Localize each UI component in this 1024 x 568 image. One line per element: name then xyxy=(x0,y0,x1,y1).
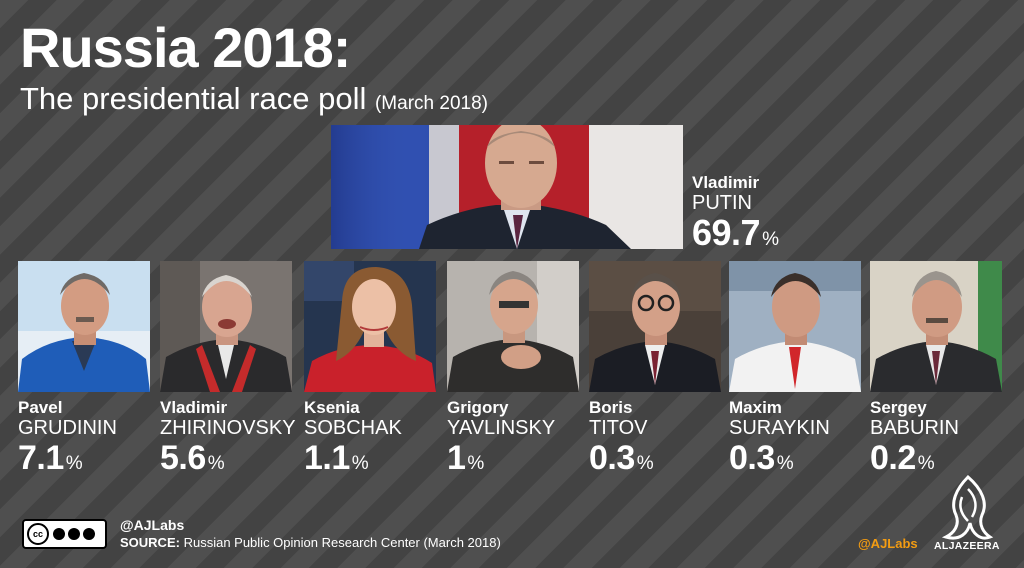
candidate-photo xyxy=(160,261,292,392)
leader-last-name: PUTIN xyxy=(692,192,752,214)
candidate-percentage: 0.3% xyxy=(589,439,721,483)
candidate-photo xyxy=(589,261,721,392)
candidate-info: Boris TITOV 0.3% xyxy=(589,398,721,483)
cc-mark: cc xyxy=(27,523,49,545)
candidate-value: 5.6 xyxy=(160,439,206,477)
brand-handle: @AJLabs xyxy=(858,536,918,551)
candidate-first-name: Grigory xyxy=(447,398,509,417)
candidate-value: 0.3 xyxy=(729,439,775,477)
candidate-last-name: YAVLINSKY xyxy=(447,417,556,439)
candidate-info: Ksenia SOBCHAK 1.1% xyxy=(304,398,436,483)
candidate-info: Pavel GRUDININ 7.1% xyxy=(18,398,150,483)
leader-photo xyxy=(331,125,683,249)
candidate-zhirinovsky: Vladimir ZHIRINOVSKY 5.6% xyxy=(160,261,296,483)
leader-percentage: 69.7% xyxy=(692,212,779,259)
candidate-last-name: ZHIRINOVSKY xyxy=(160,417,296,439)
candidate-photo xyxy=(447,261,579,392)
candidate-unit: % xyxy=(467,453,484,474)
candidate-photo xyxy=(729,261,861,392)
leader-unit: % xyxy=(762,229,779,250)
candidate-last-name: BABURIN xyxy=(870,417,959,439)
candidate-last-name: SURAYKIN xyxy=(729,417,830,439)
candidate-percentage: 7.1% xyxy=(18,439,150,483)
candidate-value: 0.3 xyxy=(589,439,635,477)
candidate-percentage: 5.6% xyxy=(160,439,292,483)
candidate-unit: % xyxy=(207,453,225,474)
candidate-first-name: Pavel xyxy=(18,398,63,417)
candidate-unit: % xyxy=(636,453,654,474)
candidate-photo xyxy=(304,261,436,392)
subtitle-text: The presidential race poll xyxy=(20,81,367,116)
candidate-value: 0.2 xyxy=(870,439,916,477)
candidate-sobchak: Ksenia SOBCHAK 1.1% xyxy=(304,261,436,483)
candidate-percentage: 1.1% xyxy=(304,439,436,483)
candidate-unit: % xyxy=(776,453,794,474)
candidate-info: Maxim SURAYKIN 0.3% xyxy=(729,398,861,483)
candidate-baburin: Sergey BABURIN 0.2% xyxy=(870,261,1002,483)
candidate-first-name: Vladimir xyxy=(160,398,228,417)
candidate-grudinin: Pavel GRUDININ 7.1% xyxy=(18,261,150,483)
cc-by-dot xyxy=(53,528,65,540)
source-text: Russian Public Opinion Research Center (… xyxy=(183,535,501,550)
candidate-unit: % xyxy=(65,453,83,474)
candidate-first-name: Ksenia xyxy=(304,398,360,417)
cc-nc-dot xyxy=(68,528,80,540)
candidate-suraykin: Maxim SURAYKIN 0.3% xyxy=(729,261,861,483)
subtitle-date: (March 2018) xyxy=(374,93,488,114)
cc-sa-dot xyxy=(83,528,95,540)
candidate-info: Sergey BABURIN 0.2% xyxy=(870,398,1002,483)
candidate-unit: % xyxy=(917,453,935,474)
source-line: SOURCE: Russian Public Opinion Research … xyxy=(120,535,501,550)
candidate-value: 7.1 xyxy=(18,439,64,477)
chart-subtitle: The presidential race poll (March 2018) xyxy=(20,82,488,121)
candidate-first-name: Maxim xyxy=(729,398,782,417)
candidate-titov: Boris TITOV 0.3% xyxy=(589,261,721,483)
candidate-info: Grigory YAVLINSKY 1% xyxy=(447,398,579,483)
creative-commons-license-icon: cc xyxy=(22,519,107,549)
candidate-value: 1 xyxy=(447,439,466,477)
candidate-percentage: 0.2% xyxy=(870,439,1002,483)
candidate-info: Vladimir ZHIRINOVSKY 5.6% xyxy=(160,398,296,483)
leader-label: Vladimir PUTIN 69.7% xyxy=(692,173,779,259)
candidate-photo xyxy=(18,261,150,392)
candidate-last-name: SOBCHAK xyxy=(304,417,402,439)
candidate-percentage: 0.3% xyxy=(729,439,861,483)
candidate-value: 1.1 xyxy=(304,439,350,477)
aljazeera-logo-icon xyxy=(941,475,994,540)
leader-first-name: Vladimir xyxy=(692,173,760,192)
chart-title: Russia 2018: xyxy=(20,16,351,79)
brand-name: ALJAZEERA xyxy=(934,540,1000,552)
candidate-first-name: Sergey xyxy=(870,398,927,417)
candidate-unit: % xyxy=(351,453,369,474)
candidate-yavlinsky: Grigory YAVLINSKY 1% xyxy=(447,261,579,483)
ajlabs-handle: @AJLabs xyxy=(120,517,185,533)
candidate-photo xyxy=(870,261,1002,392)
source-label: SOURCE: xyxy=(120,535,180,550)
candidate-first-name: Boris xyxy=(589,398,633,417)
candidate-last-name: GRUDININ xyxy=(18,417,117,439)
candidate-percentage: 1% xyxy=(447,439,579,483)
candidate-last-name: TITOV xyxy=(589,417,648,439)
leader-value: 69.7 xyxy=(692,212,761,253)
